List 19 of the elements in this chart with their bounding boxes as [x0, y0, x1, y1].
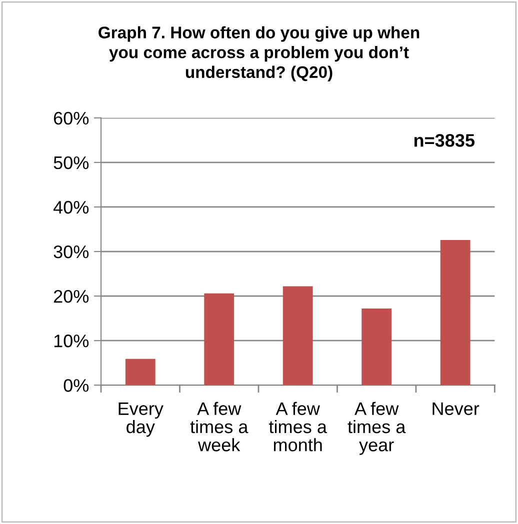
x-tick-label: A few times a week [190, 402, 248, 452]
x-tick-label: Never [432, 402, 480, 416]
x-tick-label: A few times a year [348, 402, 406, 455]
y-tick-label: 20% [54, 290, 89, 303]
y-tick-label: 60% [54, 112, 89, 125]
y-tick-label: 40% [53, 200, 89, 214]
bar [204, 293, 234, 386]
annotation: n=3835 [414, 134, 475, 147]
x-tick-label: Every day [118, 402, 164, 437]
bar [282, 286, 313, 386]
bar [440, 240, 470, 386]
y-tick-label: 50% [54, 156, 89, 170]
bar [362, 308, 392, 386]
chart-title: Graph 7. How often do you give up when you come across a problem you don’t understand? (Q20) [98, 26, 420, 82]
y-tick-label: 10% [54, 334, 89, 348]
x-tick-label: A few times a month [269, 402, 327, 452]
y-tick-label: 30% [54, 245, 89, 258]
y-tick-label: 0% [64, 379, 89, 392]
bar [125, 358, 156, 386]
